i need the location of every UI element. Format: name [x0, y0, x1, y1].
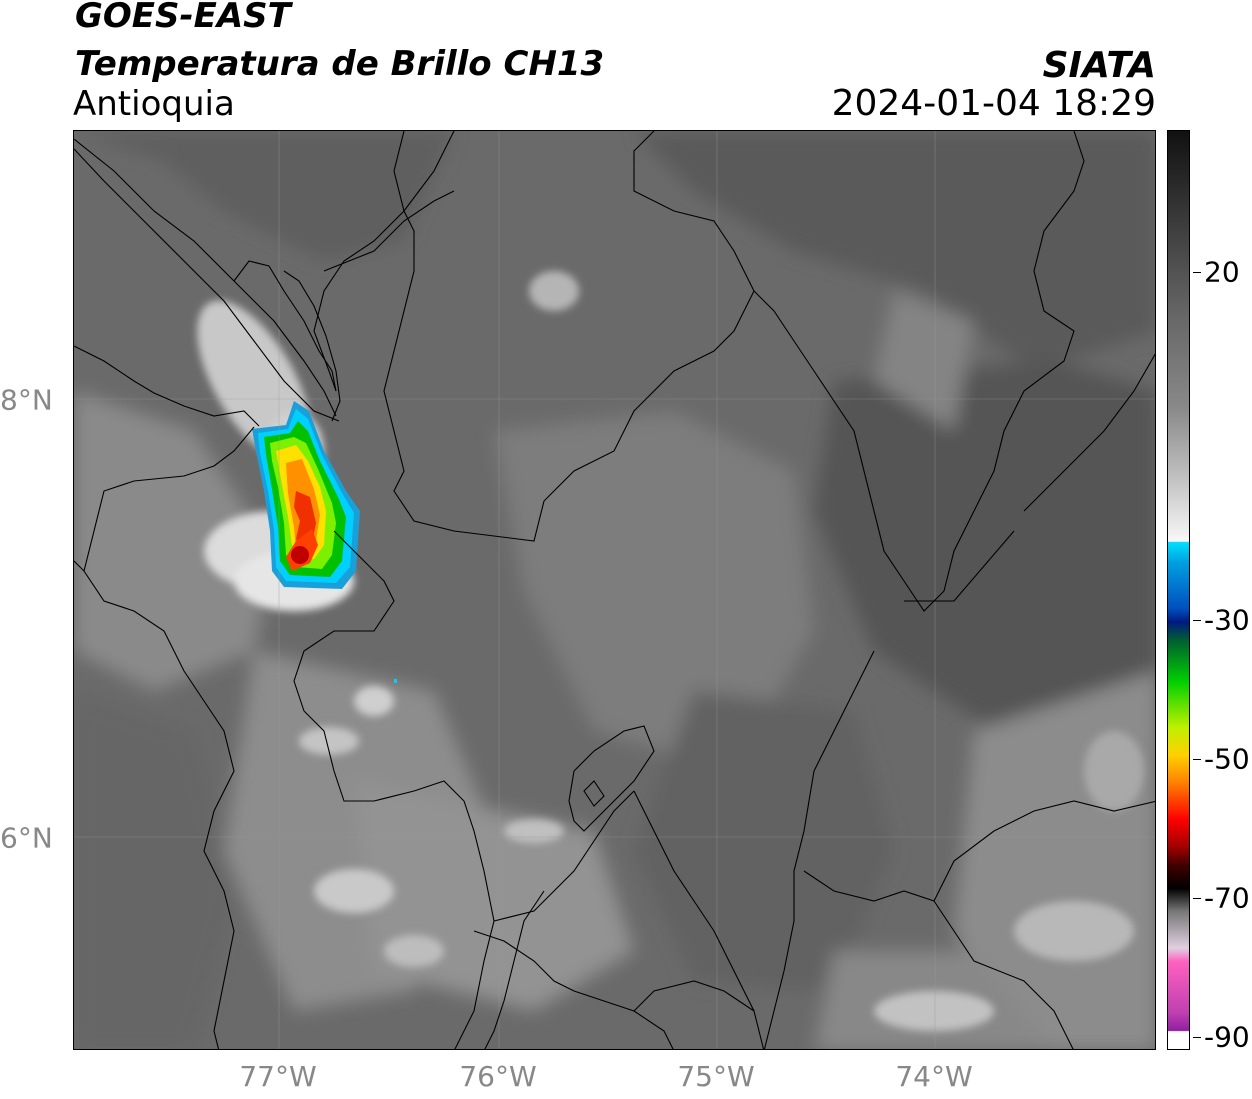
- lon-tick-74w: 74°W: [895, 1060, 973, 1093]
- datetime-label: 2024-01-04 18:29: [831, 83, 1156, 124]
- satellite-title: GOES-EAST: [75, 0, 291, 36]
- lat-tick-8n: 8°N: [0, 383, 53, 417]
- colorbar: [1167, 130, 1190, 1050]
- graticule: [74, 131, 1155, 1049]
- colorbar-gradient: [1168, 131, 1189, 1049]
- small-cell: [394, 679, 397, 683]
- lon-tick-75w: 75°W: [677, 1060, 755, 1093]
- map-canvas: [74, 131, 1155, 1049]
- satellite-map[interactable]: [73, 130, 1156, 1050]
- agency-title: SIATA: [1042, 45, 1156, 86]
- colorbar-tick: [1193, 759, 1201, 760]
- product-title: Temperatura de Brillo CH13: [75, 44, 605, 84]
- boundaries: [74, 131, 1155, 1049]
- lon-tick-76w: 76°W: [459, 1060, 537, 1093]
- colorbar-label-minus70: -70: [1204, 881, 1250, 915]
- colorbar-label-20: 20: [1204, 255, 1240, 289]
- colorbar-label-minus30: -30: [1204, 603, 1250, 637]
- lat-tick-6n: 6°N: [0, 821, 53, 855]
- lon-tick-77w: 77°W: [239, 1060, 317, 1093]
- colorbar-label-minus50: -50: [1204, 742, 1250, 776]
- colorbar-tick: [1193, 1037, 1201, 1038]
- colorbar-tick: [1193, 272, 1201, 273]
- colorbar-tick: [1193, 898, 1201, 899]
- colorbar-label-minus90: -90: [1204, 1020, 1250, 1054]
- region-subtitle: Antioquia: [73, 84, 235, 124]
- colorbar-tick: [1193, 620, 1201, 621]
